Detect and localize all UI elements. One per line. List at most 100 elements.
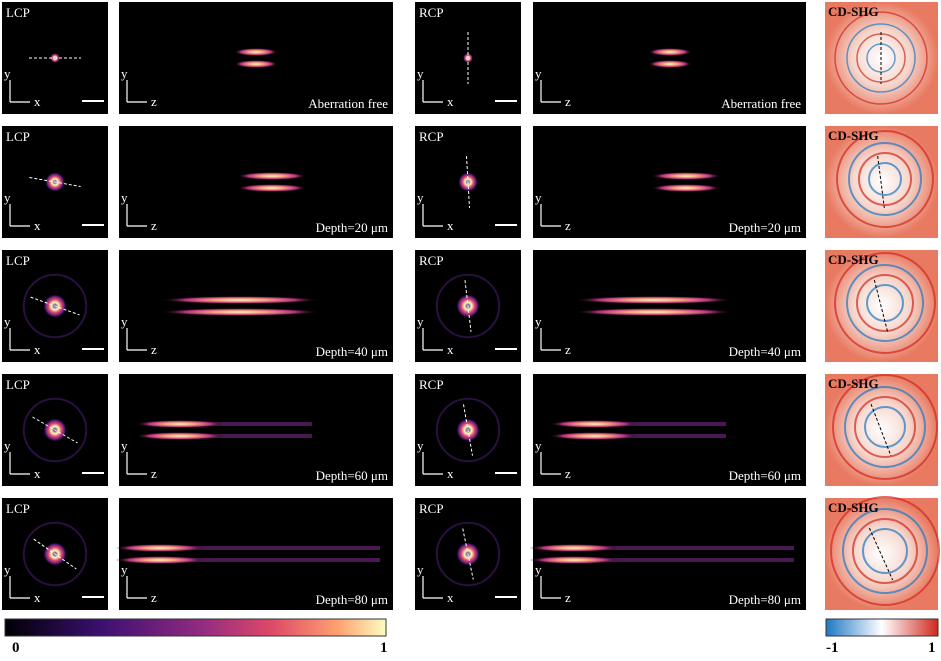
beam-lobe xyxy=(529,556,619,564)
beam-tail xyxy=(160,558,380,562)
cd-label: CD-SHG xyxy=(828,252,879,267)
axis-label: z xyxy=(151,342,157,357)
colorbar-min: 0 xyxy=(12,640,20,656)
cd-profile-line xyxy=(873,279,889,333)
condition-label: Aberration free xyxy=(721,96,801,111)
condition-label: Aberration free xyxy=(308,96,388,111)
beam-tail xyxy=(160,546,380,550)
cd-ring xyxy=(868,162,902,196)
beam-lobe xyxy=(115,544,205,552)
polarization-label: RCP xyxy=(419,5,444,20)
beam-lobe xyxy=(651,184,721,192)
axis-label: y xyxy=(417,66,424,81)
polarization-label: RCP xyxy=(419,501,444,516)
intensity-colorbar xyxy=(4,618,387,637)
beam-lobe xyxy=(529,544,619,552)
profile-line xyxy=(29,176,81,188)
beam-lobe xyxy=(160,308,320,316)
xz-panel xyxy=(533,374,806,486)
polarization-label: LCP xyxy=(6,377,30,392)
xz-panel xyxy=(533,498,806,610)
axis-label: y xyxy=(4,66,11,81)
beam-lobe xyxy=(648,60,692,68)
beam-lobe xyxy=(234,60,278,68)
axis-label: y xyxy=(121,190,128,205)
side-ring xyxy=(22,273,88,339)
axis-label: y xyxy=(535,438,542,453)
axis-label: x xyxy=(447,466,454,481)
cd-ring xyxy=(834,11,928,105)
polarization-label: LCP xyxy=(6,501,30,516)
beam-tail xyxy=(574,558,794,562)
cd-label: CD-SHG xyxy=(828,4,879,19)
cd-ring xyxy=(848,142,922,216)
cd-ring xyxy=(854,396,916,458)
beam-tail xyxy=(574,546,794,550)
beam-lobe xyxy=(237,184,307,192)
axis-label: y xyxy=(417,190,424,205)
axis-label: y xyxy=(121,314,128,329)
profile-line xyxy=(464,280,472,332)
cd-profile-line xyxy=(868,527,894,581)
beam-lobe xyxy=(115,556,205,564)
beam-lobe xyxy=(237,172,307,180)
cd-label: CD-SHG xyxy=(828,500,879,515)
axis-label: z xyxy=(565,466,571,481)
xz-panel xyxy=(119,374,393,486)
beam-lobe xyxy=(135,420,225,428)
cd-ring xyxy=(864,406,906,448)
cd-ring xyxy=(834,252,936,354)
cd-ring xyxy=(836,130,934,228)
axis-label: z xyxy=(151,590,157,605)
beam-lobe xyxy=(574,296,734,304)
beam-lobe xyxy=(549,420,639,428)
axis-label: y xyxy=(417,562,424,577)
side-ring xyxy=(435,397,501,463)
axis-label: x xyxy=(34,218,41,233)
condition-label: Depth=60 μm xyxy=(316,468,388,483)
side-ring xyxy=(435,521,501,587)
condition-label: Depth=40 μm xyxy=(316,344,388,359)
beam-lobe xyxy=(160,296,320,304)
polarization-label: LCP xyxy=(6,5,30,20)
axis-label: y xyxy=(121,562,128,577)
xz-panel xyxy=(119,126,393,238)
cd-colorbar xyxy=(825,618,939,637)
cd-colorbar-max: 1 xyxy=(928,640,936,656)
beam-lobe xyxy=(574,308,734,316)
xz-panel xyxy=(533,126,806,238)
beam-tail xyxy=(180,434,312,438)
cd-ring xyxy=(846,264,924,342)
side-ring xyxy=(435,273,501,339)
side-ring xyxy=(22,521,88,587)
axis-label: z xyxy=(565,342,571,357)
axis-label: z xyxy=(565,218,571,233)
cd-ring xyxy=(856,274,914,332)
axis-label: x xyxy=(447,342,454,357)
axis-label: y xyxy=(4,314,11,329)
beam-tail xyxy=(594,434,726,438)
axis-label: x xyxy=(34,590,41,605)
axis-label: y xyxy=(417,314,424,329)
cd-ring xyxy=(846,23,916,93)
axis-label: x xyxy=(34,466,41,481)
polarization-label: RCP xyxy=(419,129,444,144)
profile-line xyxy=(33,538,77,570)
profile-line xyxy=(32,416,78,444)
axis-label: z xyxy=(151,94,157,109)
beam-tail xyxy=(180,422,312,426)
axis-label: y xyxy=(535,190,542,205)
cd-ring xyxy=(852,518,918,584)
axis-label: x xyxy=(447,218,454,233)
beam-lobe xyxy=(135,432,225,440)
axis-label: y xyxy=(121,438,128,453)
xz-panel xyxy=(119,2,393,114)
axis-label: y xyxy=(535,314,542,329)
axis-label: y xyxy=(4,190,11,205)
axis-label: y xyxy=(417,438,424,453)
profile-line xyxy=(30,296,80,316)
cd-profile-line xyxy=(877,155,885,209)
cd-ring xyxy=(842,508,928,594)
axis-label: x xyxy=(447,590,454,605)
xz-panel xyxy=(119,250,393,362)
